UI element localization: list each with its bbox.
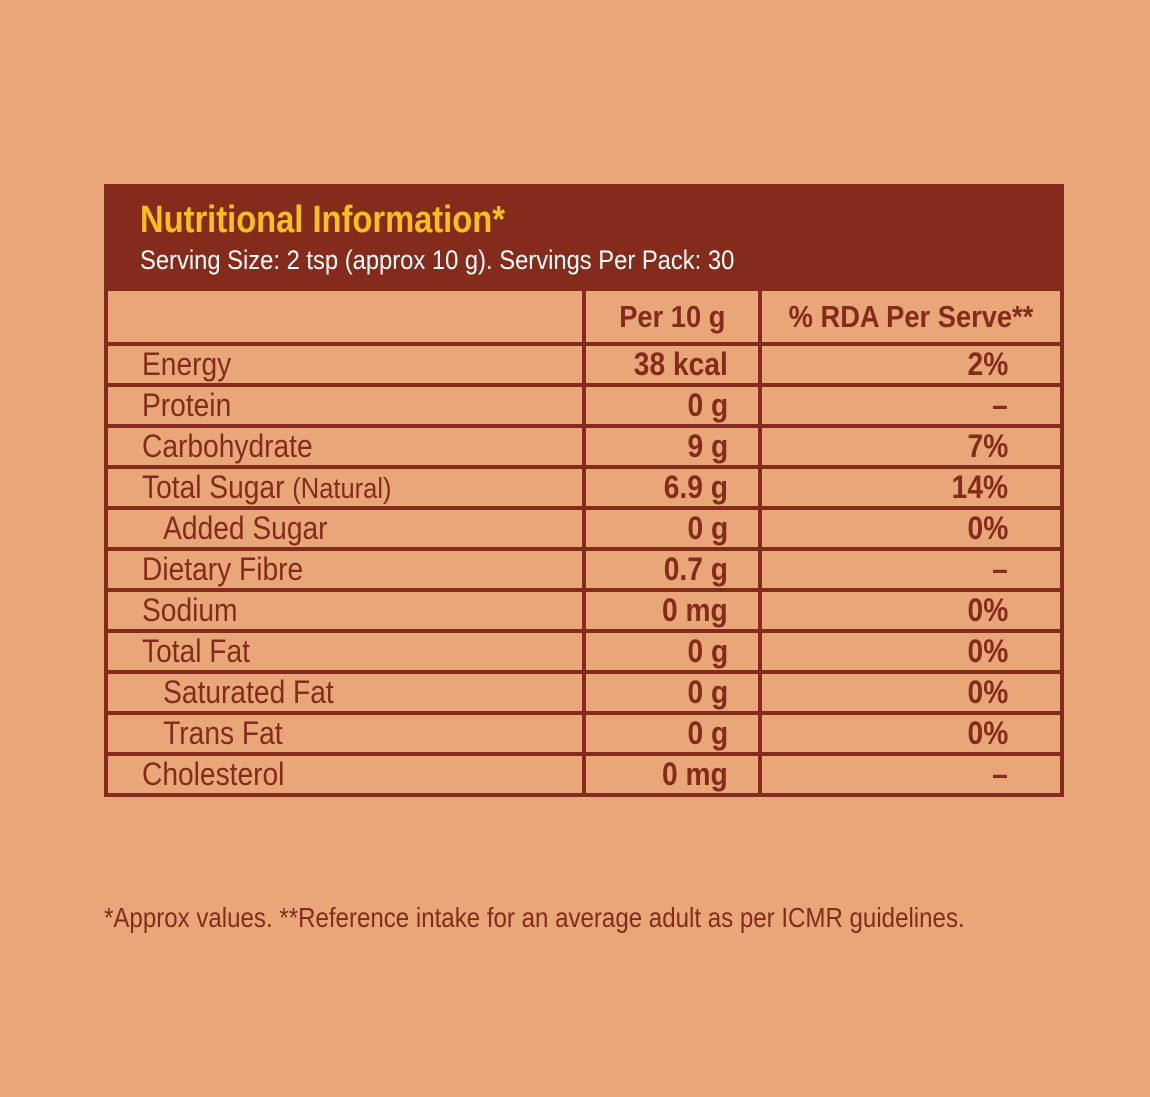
nutrient-name: Total Sugar <box>142 469 285 505</box>
nutrition-panel: Nutritional Information* Serving Size: 2… <box>104 184 1064 797</box>
nutrient-name: Added Sugar <box>163 510 328 546</box>
nutrient-name-cell: Protein <box>104 383 586 428</box>
nutrient-name-cell: Added Sugar <box>104 506 586 551</box>
nutrient-name-cell: Trans Fat <box>104 711 586 756</box>
rda-value: 0% <box>967 674 1008 710</box>
per-serving-value: 0 mg <box>662 592 728 628</box>
nutrient-name: Energy <box>142 346 232 382</box>
rda-cell: – <box>758 547 1064 592</box>
per-serving-value: 0 mg <box>662 756 728 792</box>
table-row: Dietary Fibre 0.7 g – <box>104 547 1064 592</box>
table-row: Protein 0 g – <box>104 383 1064 428</box>
rda-cell: 0% <box>758 588 1064 633</box>
per-serving-cell: 38 kcal <box>582 342 762 387</box>
serving-info: Serving Size: 2 tsp (approx 10 g). Servi… <box>140 245 735 275</box>
nutrient-name: Sodium <box>142 592 238 628</box>
column-header-per-10g: Per 10 g <box>582 291 762 346</box>
table-row: Total Fat 0 g 0% <box>104 629 1064 674</box>
nutrient-name: Dietary Fibre <box>142 551 304 587</box>
table-row: Energy 38 kcal 2% <box>104 342 1064 387</box>
per-serving-value: 38 kcal <box>634 346 728 382</box>
nutrient-name-cell: Sodium <box>104 588 586 633</box>
rda-value: – <box>992 551 1008 587</box>
nutrient-name: Carbohydrate <box>142 428 313 464</box>
rda-value: 14% <box>951 469 1008 505</box>
rda-value: 0% <box>967 510 1008 546</box>
rda-cell: 0% <box>758 711 1064 756</box>
panel-title: Nutritional Information* <box>140 199 505 241</box>
per-serving-value: 0 g <box>687 387 728 423</box>
rda-value: 2% <box>967 346 1008 382</box>
rda-cell: 0% <box>758 670 1064 715</box>
nutrition-table: Per 10 g % RDA Per Serve** Energy 38 kca… <box>104 291 1064 797</box>
nutrient-name: Total Fat <box>142 633 250 669</box>
per-serving-value: 6.9 g <box>663 469 728 505</box>
table-row: Sodium 0 mg 0% <box>104 588 1064 633</box>
per-serving-value: 0.7 g <box>663 551 728 587</box>
nutrient-name: Protein <box>142 387 232 423</box>
per-serving-value: 0 g <box>687 510 728 546</box>
table-row: Cholesterol 0 mg – <box>104 752 1064 797</box>
nutrient-name-cell: Cholesterol <box>104 752 586 797</box>
per-serving-value: 0 g <box>687 674 728 710</box>
column-header-rda: % RDA Per Serve** <box>758 291 1064 346</box>
per-serving-cell: 0.7 g <box>582 547 762 592</box>
rda-cell: 2% <box>758 342 1064 387</box>
per-serving-cell: 0 g <box>582 506 762 551</box>
rda-value: 0% <box>967 633 1008 669</box>
table-row: Trans Fat 0 g 0% <box>104 711 1064 756</box>
per-serving-value: 0 g <box>687 633 728 669</box>
nutrient-name: Trans Fat <box>163 715 283 751</box>
table-row: Saturated Fat 0 g 0% <box>104 670 1064 715</box>
per-serving-value: 9 g <box>687 428 728 464</box>
nutrient-name-cell: Dietary Fibre <box>104 547 586 592</box>
per-serving-cell: 9 g <box>582 424 762 469</box>
table-row: Added Sugar 0 g 0% <box>104 506 1064 551</box>
nutrient-name: Cholesterol <box>142 756 285 792</box>
per-serving-cell: 0 g <box>582 629 762 674</box>
rda-cell: – <box>758 383 1064 428</box>
per-serving-cell: 0 g <box>582 383 762 428</box>
per-serving-cell: 0 g <box>582 711 762 756</box>
nutrient-name-cell: Energy <box>104 342 586 387</box>
nutrient-qualifier: (Natural) <box>292 473 392 505</box>
rda-cell: 0% <box>758 506 1064 551</box>
rda-cell: 0% <box>758 629 1064 674</box>
per-serving-cell: 0 g <box>582 670 762 715</box>
rda-value: 0% <box>967 592 1008 628</box>
nutrient-name-cell: Carbohydrate <box>104 424 586 469</box>
per-serving-cell: 6.9 g <box>582 465 762 510</box>
per-serving-cell: 0 mg <box>582 752 762 797</box>
table-row: Carbohydrate 9 g 7% <box>104 424 1064 469</box>
per-serving-cell: 0 mg <box>582 588 762 633</box>
nutrient-name-cell: Total Fat <box>104 629 586 674</box>
rda-value: 0% <box>967 715 1008 751</box>
rda-cell: – <box>758 752 1064 797</box>
table-row: Total Sugar (Natural) 6.9 g 14% <box>104 465 1064 510</box>
nutrient-name-cell: Total Sugar (Natural) <box>104 465 586 510</box>
rda-value: 7% <box>967 428 1008 464</box>
nutrient-name-cell: Saturated Fat <box>104 670 586 715</box>
rda-cell: 14% <box>758 465 1064 510</box>
column-header-nutrient <box>104 291 586 346</box>
rda-value: – <box>992 387 1008 423</box>
rda-cell: 7% <box>758 424 1064 469</box>
nutrient-name: Saturated Fat <box>163 674 334 710</box>
panel-header: Nutritional Information* Serving Size: 2… <box>104 184 1064 291</box>
rda-value: – <box>992 756 1008 792</box>
per-serving-value: 0 g <box>687 715 728 751</box>
table-header-row: Per 10 g % RDA Per Serve** <box>104 291 1064 346</box>
footnote: *Approx values. **Reference intake for a… <box>104 902 965 933</box>
